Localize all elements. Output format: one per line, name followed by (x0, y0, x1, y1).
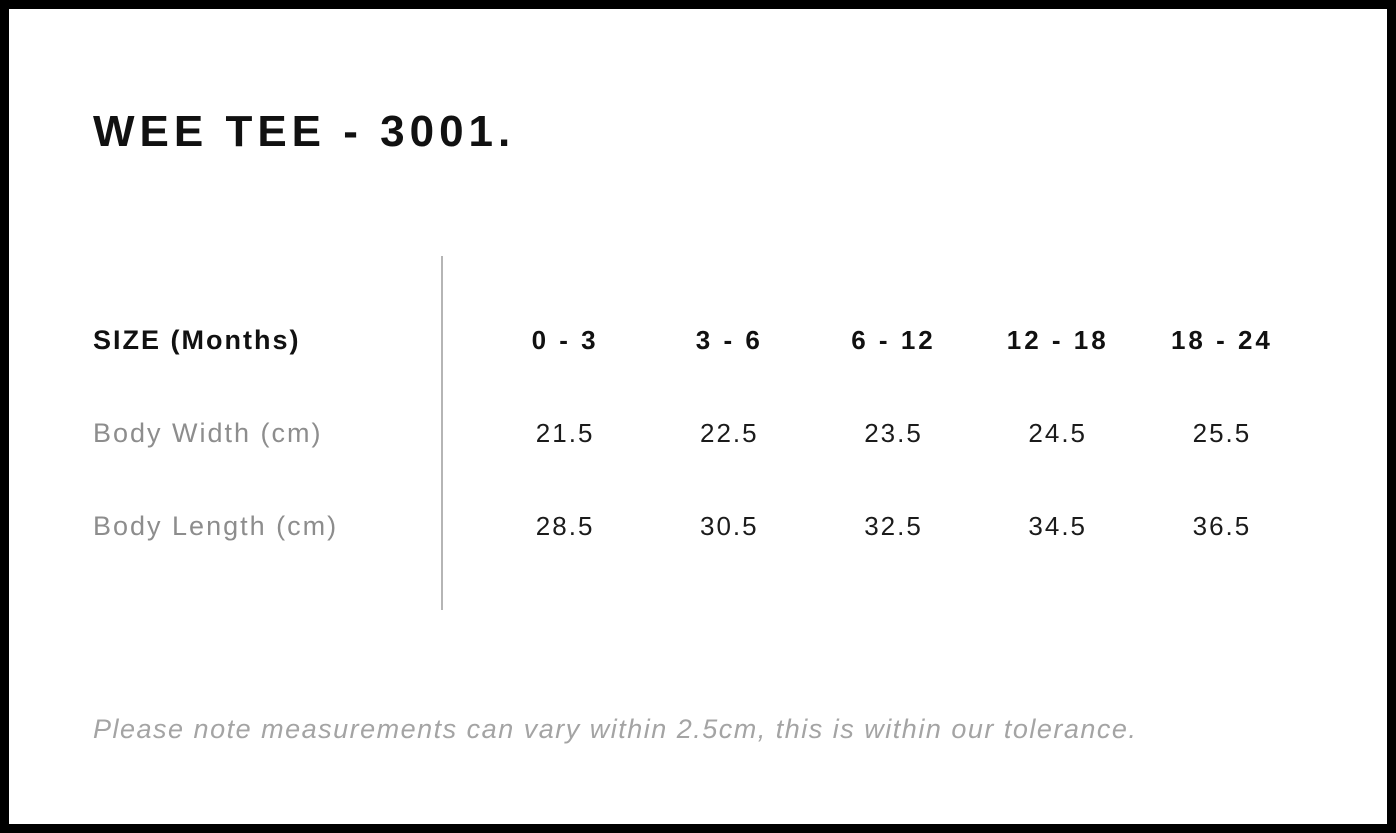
body-width-value-6-12: 23.5 (864, 418, 923, 448)
body-length-value-6-12: 32.5 (864, 511, 923, 541)
body-length-value-3-6: 30.5 (700, 511, 759, 541)
column-header-18-24: 18 - 24 (1170, 325, 1273, 355)
size-table: SIZE (Months) 0 - 3 3 - 6 6 - 12 12 - 18… (93, 256, 1304, 610)
tolerance-note: Please note measurements can vary within… (93, 714, 1138, 744)
body-width-cells: 21.5 22.5 23.5 24.5 25.5 (441, 418, 1304, 449)
body-width-value-12-18: 24.5 (1028, 418, 1088, 448)
page-title: WEE TEE - 3001. (93, 107, 516, 156)
row-label-body-width: Body Width (cm) (93, 418, 323, 448)
body-width-value-3-6: 22.5 (700, 418, 759, 448)
column-header-6-12: 6 - 12 (851, 325, 936, 355)
body-length-cells: 28.5 30.5 32.5 34.5 36.5 (441, 511, 1304, 542)
column-header-size-months: SIZE (Months) (93, 325, 301, 355)
table-row-body-width: Body Width (cm) 21.5 22.5 23.5 24.5 25.5 (93, 387, 1304, 480)
table-divider (441, 256, 443, 610)
row-label-body-length: Body Length (cm) (93, 511, 339, 541)
table-header-row: SIZE (Months) 0 - 3 3 - 6 6 - 12 12 - 18… (93, 294, 1304, 387)
table-rows: SIZE (Months) 0 - 3 3 - 6 6 - 12 12 - 18… (93, 294, 1304, 573)
body-length-value-12-18: 34.5 (1028, 511, 1088, 541)
column-header-3-6: 3 - 6 (695, 325, 763, 355)
column-header-12-18: 12 - 18 (1006, 325, 1109, 355)
column-header-0-3: 0 - 3 (531, 325, 599, 355)
body-width-value-18-24: 25.5 (1192, 418, 1252, 448)
header-cells: 0 - 3 3 - 6 6 - 12 12 - 18 18 - 24 (441, 325, 1304, 356)
body-width-value-0-3: 21.5 (535, 418, 595, 448)
table-row-body-length: Body Length (cm) 28.5 30.5 32.5 34.5 36.… (93, 480, 1304, 573)
body-length-value-18-24: 36.5 (1192, 511, 1252, 541)
body-length-value-0-3: 28.5 (535, 511, 595, 541)
